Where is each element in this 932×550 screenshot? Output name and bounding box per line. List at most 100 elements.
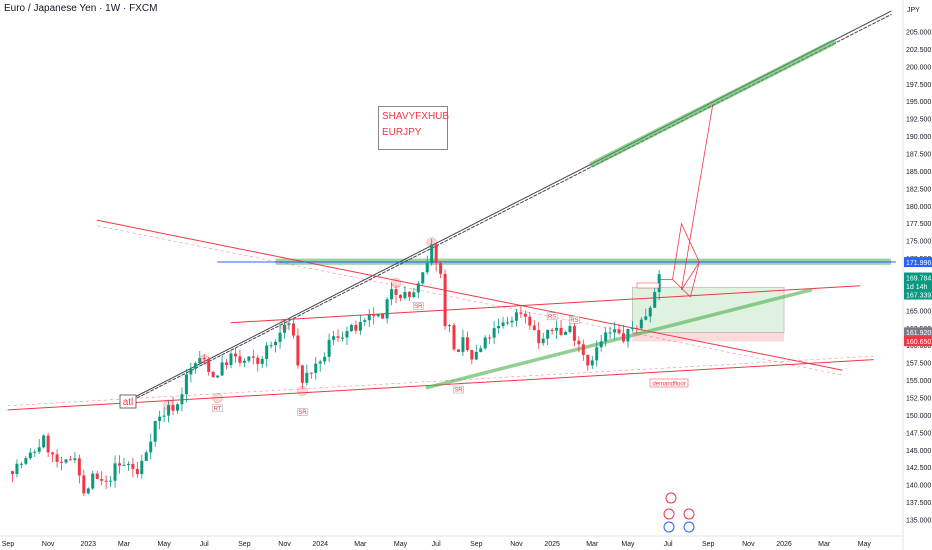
- candle-body: [153, 420, 157, 442]
- marker-circle: [163, 399, 174, 411]
- x-tick-label: Mar: [818, 541, 831, 548]
- candle-body: [537, 329, 541, 344]
- candle-body: [483, 337, 487, 349]
- candle-body: [497, 325, 501, 329]
- y-tick-label: 157.500: [906, 361, 931, 368]
- candle-body: [189, 368, 193, 375]
- y-tick-label: 190.000: [906, 134, 931, 141]
- price-label-text: 171.996: [906, 260, 931, 267]
- x-tick-label: Jul: [664, 541, 673, 548]
- candle-body: [100, 479, 104, 481]
- price-label-text: 160.650: [906, 339, 931, 346]
- candle-body: [73, 458, 77, 461]
- flag-icon-1[interactable]: [663, 521, 675, 533]
- x-tick-label: May: [858, 541, 872, 548]
- candle-body: [104, 480, 108, 482]
- candle-body: [546, 329, 550, 339]
- target-icon-2[interactable]: [683, 508, 695, 520]
- atl-box: [119, 394, 137, 409]
- demandfloor-label: demandfloor: [652, 382, 685, 388]
- candle-body: [207, 359, 211, 372]
- candle-body: [564, 331, 567, 335]
- flag-icon-2[interactable]: [683, 521, 695, 533]
- candle-body: [635, 328, 639, 330]
- candle-body: [555, 327, 559, 331]
- small-label-box: [546, 312, 558, 321]
- candle-body: [439, 263, 443, 274]
- x-tick-label: 2025: [544, 541, 560, 548]
- candle-body: [430, 244, 434, 264]
- candle-body: [28, 452, 32, 459]
- candle-body: [550, 329, 554, 331]
- candle-body: [82, 475, 86, 494]
- candle-body: [167, 405, 171, 416]
- candle-body: [19, 463, 23, 465]
- small-label-text: RS: [548, 314, 556, 320]
- candle-body: [470, 350, 474, 360]
- candle-body: [202, 358, 206, 360]
- candle-body: [541, 338, 545, 344]
- candle-body: [621, 333, 625, 342]
- candle-body: [118, 463, 121, 466]
- candle-body: [474, 351, 478, 360]
- candle-body: [363, 320, 367, 322]
- y-tick-label: 152.500: [906, 396, 931, 403]
- support-green-line: [425, 288, 813, 390]
- x-tick-label: Mar: [586, 541, 599, 548]
- candle-body: [630, 328, 634, 330]
- x-tick-label: May: [157, 541, 171, 548]
- candle-body: [488, 337, 492, 339]
- candle-body: [323, 356, 327, 362]
- candle-body: [300, 365, 304, 383]
- candle-body: [349, 324, 353, 332]
- candle-body: [126, 464, 130, 466]
- target-icon-1[interactable]: [663, 508, 675, 520]
- projection-red-box: [632, 332, 785, 342]
- x-tick-label: 2024: [312, 541, 328, 548]
- candle-body: [158, 416, 162, 421]
- candle-body: [354, 324, 358, 331]
- upper-descending-dashed: [97, 225, 843, 376]
- candle-body: [287, 323, 291, 325]
- candle-body: [256, 357, 260, 364]
- price-label-text: 161.920: [906, 330, 931, 337]
- candle-body: [24, 458, 28, 464]
- small-label-box: [569, 316, 580, 324]
- y-tick-label: 150.000: [906, 413, 931, 420]
- price-label-box: [904, 289, 932, 300]
- candle-body: [318, 361, 322, 364]
- y-tick-label: 165.000: [906, 308, 931, 315]
- y-tick-label: 145.000: [906, 448, 931, 455]
- candle-body: [68, 459, 72, 461]
- candle-body: [184, 374, 188, 395]
- x-tick-label: Sep: [238, 541, 251, 548]
- candle-body: [613, 329, 617, 333]
- lightning-icon[interactable]: [665, 492, 677, 504]
- candle-body: [412, 292, 416, 297]
- candle-body: [456, 349, 460, 352]
- candle-body: [278, 332, 282, 342]
- candle-body: [216, 375, 220, 378]
- x-tick-label: Mar: [354, 541, 367, 548]
- candle-body: [590, 360, 594, 366]
- small-label-text: SR: [298, 410, 307, 416]
- candle-body: [501, 322, 505, 326]
- candle-body: [33, 451, 37, 453]
- candle-body: [644, 316, 648, 320]
- price-tag-box: [636, 282, 660, 289]
- small-label-text: SR: [414, 304, 423, 310]
- candle-body: [523, 313, 527, 317]
- brand-label: SHAVYFXHUB: [382, 111, 450, 122]
- small-label-text: RS: [570, 318, 578, 324]
- candle-body: [238, 356, 242, 363]
- candle-body: [336, 336, 340, 338]
- candle-body: [95, 473, 99, 480]
- pair-label: EURJPY: [382, 127, 422, 138]
- candle-body: [247, 356, 251, 361]
- x-tick-label: Jul: [200, 541, 209, 548]
- y-tick-label: 202.500: [906, 47, 931, 54]
- candle-body: [225, 362, 229, 366]
- brand-annotation-box[interactable]: SHAVYFXHUB EURJPY: [378, 106, 450, 150]
- price-label-box: [904, 272, 932, 283]
